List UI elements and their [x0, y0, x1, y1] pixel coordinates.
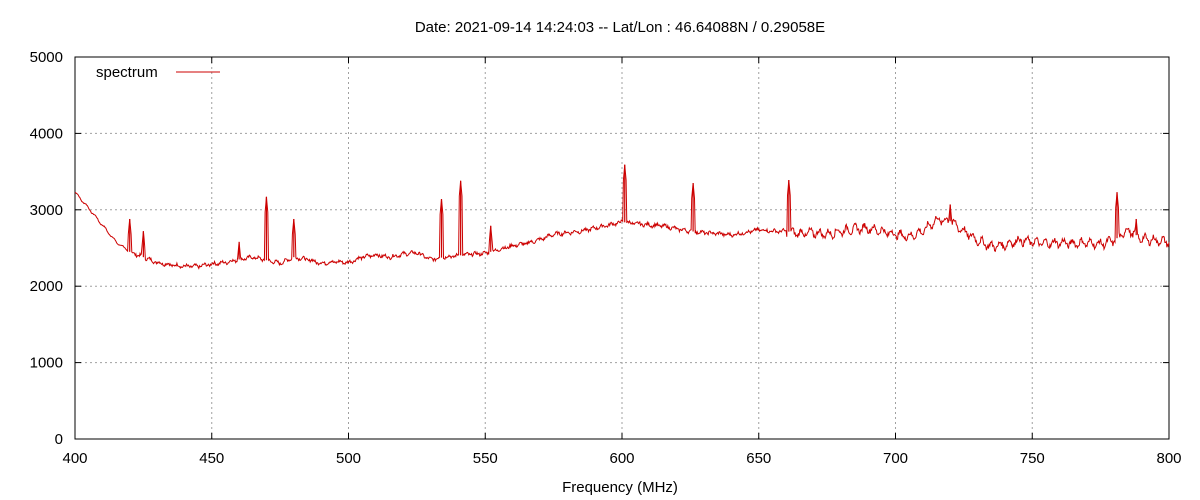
- y-tick-label: 1000: [30, 355, 63, 372]
- chart-title: Date: 2021-09-14 14:24:03 -- Lat/Lon : 4…: [415, 19, 825, 36]
- legend-label: spectrum: [96, 64, 158, 81]
- x-tick-label: 800: [1156, 450, 1181, 467]
- series-line-spectrum: [74, 164, 1170, 270]
- y-tick-label: 3000: [30, 202, 63, 219]
- y-tick-label: 5000: [30, 49, 63, 66]
- x-tick-label: 400: [62, 450, 87, 467]
- x-tick-label: 450: [199, 450, 224, 467]
- legend: spectrum: [96, 64, 220, 81]
- x-tick-label: 550: [473, 450, 498, 467]
- y-tick-label: 0: [55, 431, 63, 448]
- x-tick-label: 500: [336, 450, 361, 467]
- x-tick-label: 600: [609, 450, 634, 467]
- y-tick-label: 4000: [30, 125, 63, 142]
- grid-layer: [75, 57, 1169, 439]
- ticks-layer: 400 450 500 550 600 650 700 750 800 0 1000 2000 3000…: [30, 49, 1182, 467]
- x-tick-label: 700: [883, 450, 908, 467]
- x-axis-label: Frequency (MHz): [562, 479, 678, 496]
- y-tick-label: 2000: [30, 278, 63, 295]
- x-tick-label: 650: [746, 450, 771, 467]
- x-tick-label: 750: [1020, 450, 1045, 467]
- data-layer: [74, 164, 1170, 270]
